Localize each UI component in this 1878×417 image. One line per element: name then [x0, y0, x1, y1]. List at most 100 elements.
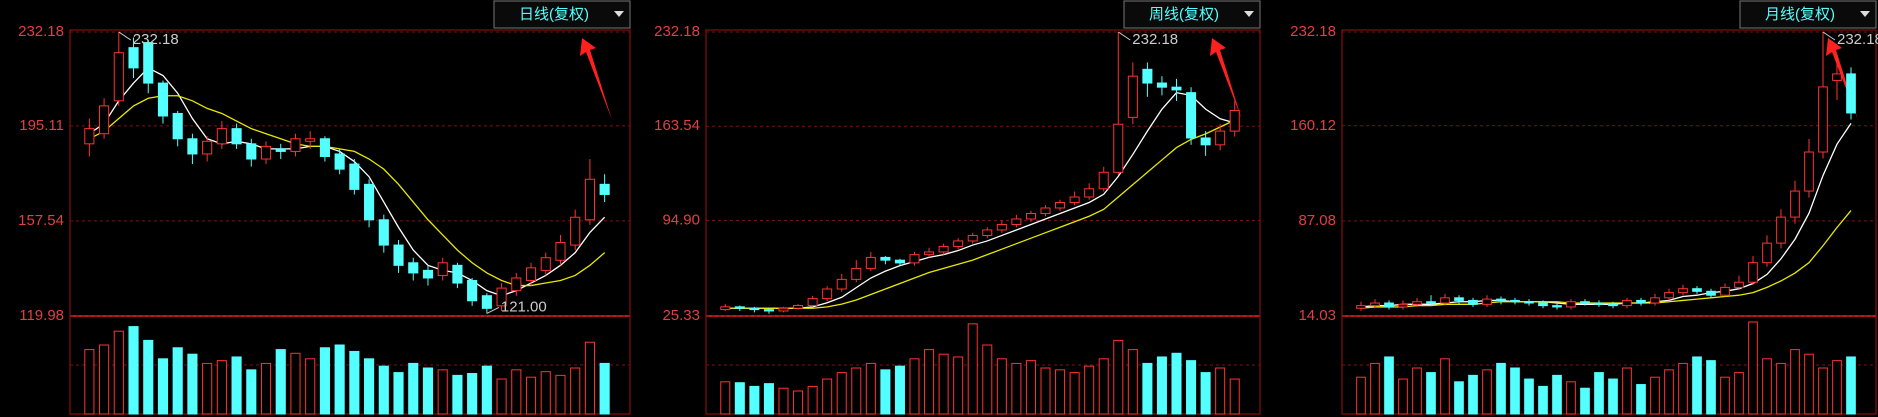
candle-body: [734, 306, 745, 309]
period-button[interactable]: [493, 0, 631, 29]
candle-body: [1594, 302, 1604, 305]
volume-bar: [1832, 360, 1842, 415]
y-tick-label: 14.03: [1298, 307, 1336, 324]
candle-body: [599, 183, 610, 195]
dropdown-arrow[interactable]: [1860, 11, 1870, 17]
y-tick-label: 160.12: [1290, 117, 1336, 134]
candle-body: [1734, 281, 1744, 288]
volume-bar: [378, 365, 389, 415]
candle-body: [1622, 299, 1632, 307]
price-label-leader: [118, 31, 132, 41]
volume-bar: [1538, 385, 1548, 415]
volume-bar: [246, 369, 257, 415]
volume-bar: [822, 378, 833, 415]
volume-bar: [496, 378, 507, 415]
volume-bar: [1748, 321, 1758, 415]
volume-bar: [1636, 384, 1646, 415]
candle-body: [1496, 298, 1506, 301]
candle-body: [290, 138, 301, 152]
period-label[interactable]: 日线(复权): [519, 5, 589, 23]
candle-body: [1055, 201, 1066, 209]
volume-bar: [231, 356, 242, 415]
volume-bar: [408, 362, 419, 415]
candle-body: [84, 128, 95, 145]
y-tick-label: 232.18: [1290, 23, 1336, 40]
candle-body: [452, 264, 463, 284]
candle-body: [938, 245, 949, 253]
volume-bar: [540, 371, 551, 415]
period-label[interactable]: 周线(复权): [1149, 5, 1219, 23]
volume-bar: [1790, 349, 1800, 415]
candle-body: [437, 262, 448, 276]
period-label[interactable]: 月线(复权): [1765, 5, 1835, 23]
candle-body: [1215, 130, 1226, 146]
period-selector[interactable]: 月线(复权): [1739, 0, 1877, 29]
volume-bar: [1846, 356, 1856, 415]
candle-body: [1356, 305, 1366, 309]
candle-body: [909, 254, 920, 264]
candle-body: [793, 304, 804, 309]
candle-body: [1762, 242, 1772, 264]
candle-body: [1084, 188, 1095, 198]
volume-bar: [938, 353, 949, 415]
volume-bar: [778, 387, 789, 415]
volume-bar: [836, 372, 847, 415]
volume-bar: [275, 349, 286, 415]
volume-bar: [1776, 362, 1786, 415]
volume-bar: [84, 349, 95, 415]
period-button[interactable]: [1123, 0, 1261, 29]
volume-bar: [349, 350, 360, 415]
volume-bar: [1608, 378, 1618, 415]
candle-body: [1804, 151, 1814, 192]
candle-body: [1510, 299, 1520, 303]
period-selector[interactable]: 周线(复权): [1123, 0, 1261, 29]
period-button[interactable]: [1739, 0, 1877, 29]
dropdown-arrow[interactable]: [614, 11, 624, 17]
candle-body: [1229, 110, 1240, 132]
price-label-leader: [1118, 31, 1131, 41]
volume-bar: [1594, 372, 1604, 415]
candle-body: [1412, 301, 1422, 305]
candle-body: [216, 128, 227, 145]
moving-average: [725, 91, 1235, 309]
candle-body: [525, 267, 537, 282]
candle-body: [481, 295, 492, 309]
volume-bar: [1706, 360, 1716, 415]
candle-body: [1790, 190, 1800, 218]
candle-body: [1113, 123, 1124, 173]
volume-bar: [1127, 349, 1138, 415]
period-selector[interactable]: 日线(复权): [493, 0, 631, 29]
volume-bar: [334, 344, 345, 415]
candle-body: [334, 153, 345, 170]
candle-body: [1200, 137, 1211, 146]
y-tick-label: 119.98: [19, 307, 64, 324]
candle-body: [807, 298, 818, 306]
volume-bar: [1454, 381, 1464, 415]
moving-average: [1360, 210, 1852, 309]
moving-average: [89, 95, 606, 287]
candle-body: [1706, 290, 1716, 296]
volume-bar: [1084, 365, 1095, 415]
volume-bar: [1113, 339, 1124, 415]
candle-body: [1818, 86, 1828, 153]
candle-body: [422, 269, 434, 279]
candle-body: [570, 216, 581, 246]
candle-body: [836, 278, 847, 290]
dropdown-arrow[interactable]: [1244, 11, 1254, 17]
candle-body: [364, 183, 375, 221]
candle-body: [1186, 92, 1197, 139]
moving-average: [1360, 123, 1852, 308]
volume-bar: [1011, 362, 1022, 415]
candle-body: [246, 143, 257, 160]
candle-body: [1720, 286, 1730, 296]
candle-body: [1524, 301, 1534, 304]
candle-body: [1398, 303, 1408, 308]
candle-body: [1171, 86, 1182, 91]
volume-bar: [305, 358, 316, 415]
volume-bar: [1510, 367, 1520, 415]
volume-bar: [113, 330, 124, 415]
volume-bar: [1678, 362, 1688, 415]
candle-body: [1069, 196, 1080, 203]
candle-body: [1156, 82, 1167, 88]
